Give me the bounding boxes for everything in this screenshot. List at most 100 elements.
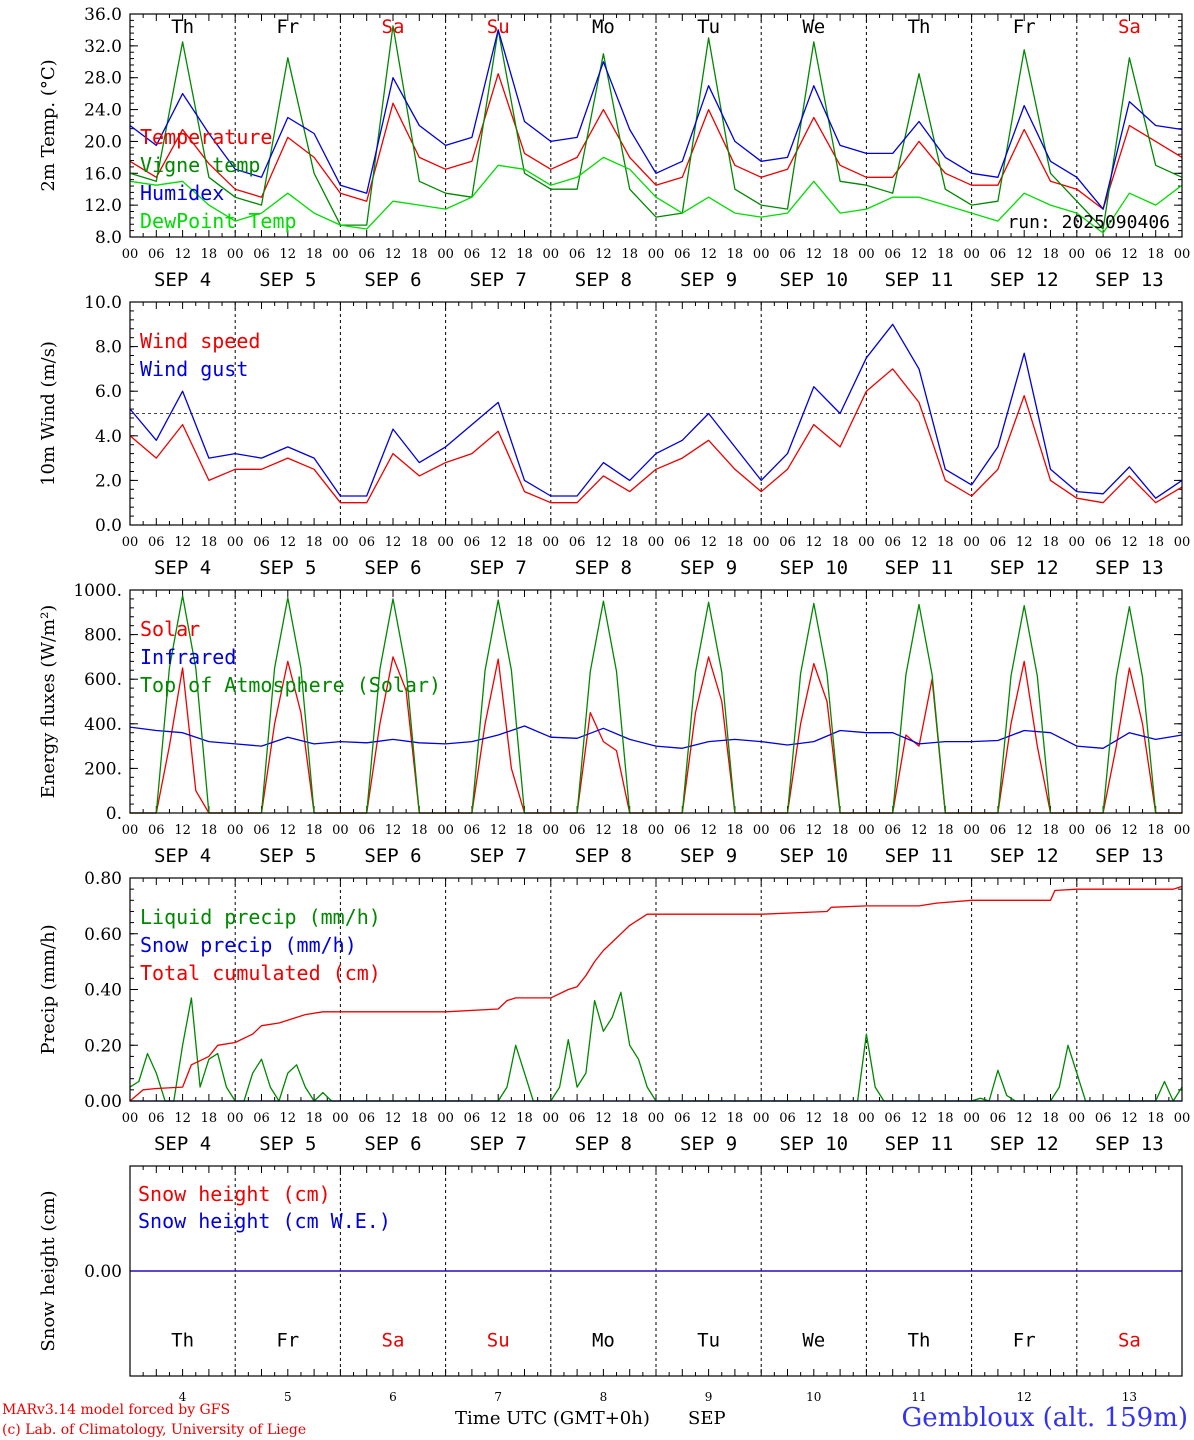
hour-tick-label: 00 xyxy=(437,535,454,550)
hour-tick-label: 06 xyxy=(464,247,481,262)
legend-entry: Total cumulated (cm) xyxy=(140,961,381,985)
hour-tick-label: 12 xyxy=(700,247,717,262)
legend-entry: Snow height (cm) xyxy=(138,1182,331,1206)
hour-tick-label: 00 xyxy=(753,1111,770,1126)
hour-tick-label: 18 xyxy=(832,823,849,838)
date-label: SEP 6 xyxy=(364,557,421,579)
hour-tick-label: 18 xyxy=(727,535,744,550)
hour-tick-label: 12 xyxy=(1121,247,1138,262)
y-axis-label: 10m Wind (m/s) xyxy=(38,341,59,486)
y-tick-label: 0.40 xyxy=(84,981,122,1001)
date-label: SEP 6 xyxy=(364,1133,421,1155)
hour-tick-label: 12 xyxy=(385,247,402,262)
y-tick-label: 600. xyxy=(84,670,122,690)
weekday-label: Th xyxy=(171,1330,194,1352)
date-label: SEP 12 xyxy=(990,1133,1059,1155)
day-number-label: 8 xyxy=(600,1390,608,1404)
hour-tick-label: 06 xyxy=(779,247,796,262)
weekday-label: Th xyxy=(171,16,194,38)
hour-tick-label: 18 xyxy=(832,1111,849,1126)
hour-tick-label: 12 xyxy=(1016,247,1033,262)
hour-tick-label: 00 xyxy=(858,1111,875,1126)
hour-tick-label: 00 xyxy=(753,823,770,838)
hour-tick-label: 12 xyxy=(490,247,507,262)
day-number-label: 5 xyxy=(284,1390,292,1404)
hour-tick-label: 06 xyxy=(1095,823,1112,838)
weekday-label: Su xyxy=(487,1330,510,1352)
hour-tick-label: 06 xyxy=(253,1111,270,1126)
date-label: SEP 12 xyxy=(990,269,1059,291)
date-label: SEP 4 xyxy=(154,1133,211,1155)
hour-tick-label: 18 xyxy=(1147,1111,1164,1126)
y-tick-label: 800. xyxy=(84,626,122,646)
hour-tick-label: 00 xyxy=(437,823,454,838)
hour-tick-label: 00 xyxy=(543,247,560,262)
legend-entry: Vigne temp xyxy=(140,153,260,177)
date-label: SEP 7 xyxy=(470,269,527,291)
series-line-dewpoint-temp xyxy=(129,156,1183,234)
weekday-label: Fr xyxy=(276,16,299,38)
hour-tick-label: 06 xyxy=(253,247,270,262)
hour-tick-label: 00 xyxy=(543,535,560,550)
hour-tick-label: 18 xyxy=(937,823,954,838)
hour-tick-label: 12 xyxy=(1121,1111,1138,1126)
date-label: SEP 6 xyxy=(364,269,421,291)
weekday-label: Sa xyxy=(382,1330,405,1352)
location-label: Gembloux (alt. 159m) xyxy=(902,1403,1188,1433)
date-label: SEP 7 xyxy=(470,557,527,579)
date-label: SEP 11 xyxy=(885,269,954,291)
y-axis-label: 2m Temp. (°C) xyxy=(38,59,59,191)
plot-frame xyxy=(129,589,1183,814)
hour-tick-label: 18 xyxy=(516,823,533,838)
hour-tick-label: 12 xyxy=(490,1111,507,1126)
date-label: SEP 4 xyxy=(154,269,211,291)
hour-tick-label: 12 xyxy=(806,535,823,550)
weekday-label: Fr xyxy=(1013,16,1036,38)
hour-tick-label: 12 xyxy=(1016,535,1033,550)
y-axis-label: Snow height (cm) xyxy=(38,1190,59,1351)
month-label: SEP xyxy=(688,1408,726,1429)
y-tick-label: 200. xyxy=(84,759,122,779)
hour-tick-label: 06 xyxy=(569,823,586,838)
hour-tick-label: 18 xyxy=(201,247,218,262)
hour-tick-label: 00 xyxy=(227,823,244,838)
date-label: SEP 13 xyxy=(1095,845,1164,867)
plot-frame xyxy=(129,13,1183,238)
hour-tick-label: 00 xyxy=(648,823,665,838)
hour-tick-label: 18 xyxy=(621,1111,638,1126)
hour-tick-label: 00 xyxy=(1069,1111,1086,1126)
hour-tick-label: 12 xyxy=(174,1111,191,1126)
hour-tick-label: 00 xyxy=(648,535,665,550)
hour-tick-label: 06 xyxy=(884,535,901,550)
legend-entry: Liquid precip (mm/h) xyxy=(140,905,381,929)
hour-tick-label: 12 xyxy=(700,535,717,550)
date-label: SEP 4 xyxy=(154,557,211,579)
hour-tick-label: 18 xyxy=(1042,247,1059,262)
plot-frame xyxy=(129,1165,1183,1377)
weekday-label: We xyxy=(802,16,825,38)
date-label: SEP 4 xyxy=(154,845,211,867)
hour-tick-label: 06 xyxy=(990,247,1007,262)
hour-tick-label: 00 xyxy=(963,1111,980,1126)
hour-tick-label: 18 xyxy=(1147,823,1164,838)
panel-4: 0.00 0.20 0.40 0.60 0.80 Precip (mm/h) Liquid … xyxy=(38,869,1190,1155)
hour-tick-label: 06 xyxy=(358,823,375,838)
y-tick-label: 0.80 xyxy=(84,869,122,889)
hour-tick-label: 12 xyxy=(1016,1111,1033,1126)
day-number-label: 12 xyxy=(1017,1390,1032,1404)
day-number-label: 6 xyxy=(389,1390,397,1404)
y-tick-label: 8.0 xyxy=(95,228,122,248)
date-label: SEP 11 xyxy=(885,845,954,867)
date-label: SEP 12 xyxy=(990,557,1059,579)
legend-entry: Infrared xyxy=(140,645,236,669)
hour-tick-label: 12 xyxy=(280,1111,297,1126)
date-label: SEP 11 xyxy=(885,1133,954,1155)
day-number-label: 10 xyxy=(806,1390,821,1404)
y-tick-label: 16.0 xyxy=(84,164,122,184)
weekday-label: Mo xyxy=(592,1330,615,1352)
hour-tick-label: 12 xyxy=(806,823,823,838)
y-tick-label: 4.0 xyxy=(95,427,122,447)
hour-tick-label: 06 xyxy=(674,247,691,262)
hour-tick-label: 18 xyxy=(1147,247,1164,262)
y-tick-label: 24.0 xyxy=(84,101,122,121)
